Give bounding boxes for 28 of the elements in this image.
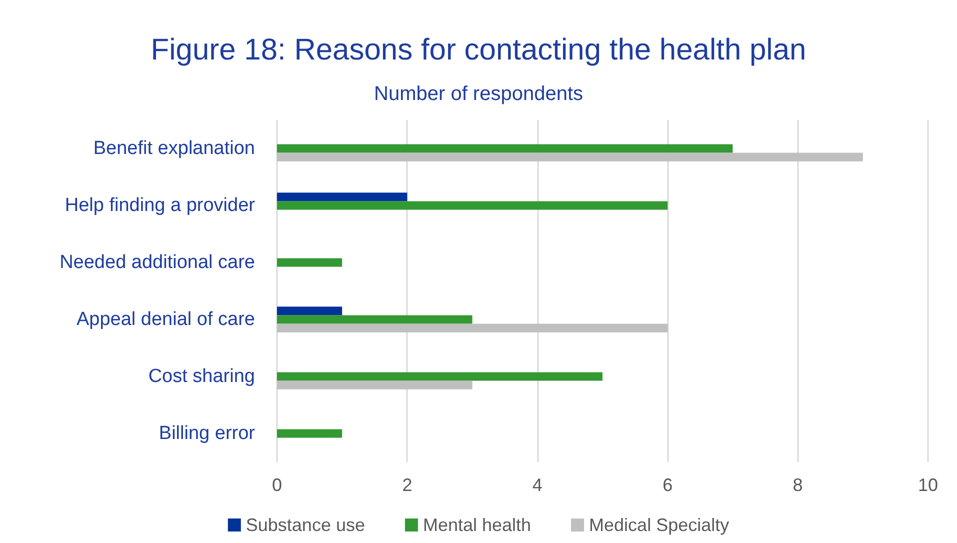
- legend-label: Mental health: [422, 515, 532, 535]
- x-tick-label: 4: [532, 475, 542, 495]
- bar: [277, 306, 342, 316]
- y-tick-label: Needed additional care: [60, 252, 255, 273]
- bar: [277, 192, 408, 202]
- bar: [277, 144, 733, 153]
- x-tick-label: 6: [662, 475, 673, 495]
- bar: [277, 324, 668, 332]
- bar: [277, 315, 472, 324]
- legend-label: Substance use: [246, 515, 365, 535]
- y-tick-label: Appeal denial of care: [76, 309, 255, 330]
- bar: [277, 380, 472, 390]
- x-tick-label: 2: [402, 475, 412, 495]
- legend-label: Medical Specialty: [589, 515, 730, 535]
- bar: [277, 201, 668, 210]
- bar: [277, 258, 342, 267]
- chart-subtitle: Number of respondents: [374, 83, 584, 105]
- bar: [277, 429, 342, 438]
- x-tick-label: 8: [792, 475, 803, 495]
- y-tick-label: Cost sharing: [148, 366, 255, 387]
- y-tick-label: Benefit explanation: [93, 138, 255, 159]
- y-tick-label: Billing error: [158, 423, 256, 444]
- x-tick-label: 10: [918, 475, 938, 495]
- x-tick-label: 0: [272, 475, 282, 495]
- bar: [277, 152, 863, 162]
- bar: [277, 372, 602, 381]
- y-tick-label: Help finding a provider: [64, 195, 256, 216]
- chart-title: Figure 18: Reasons for contacting the health plan: [150, 34, 806, 66]
